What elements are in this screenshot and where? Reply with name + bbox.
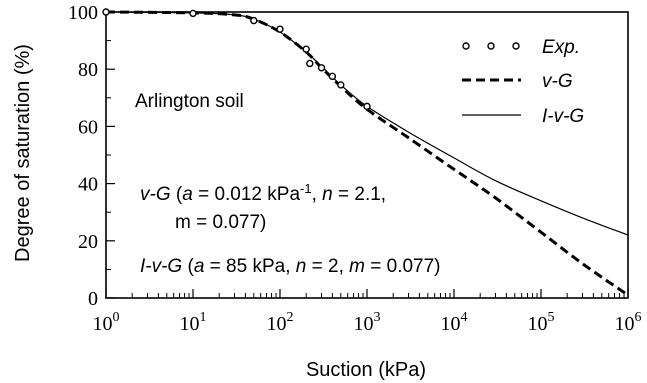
y-tick-label: 80: [78, 59, 98, 81]
exp-data-point: [363, 102, 371, 111]
ivg-annotation: I-v-G (a = 85 kPa, n = 2, m = 0.077): [140, 256, 441, 277]
ticks: 100 101 102 103 104 105 106 0 20 40 60 80 100: [68, 2, 642, 335]
exp-data-point: [337, 81, 345, 89]
legend-label-vg: v-G: [542, 71, 573, 92]
x-tick-label: 100: [93, 310, 120, 335]
exp-data-point: [102, 8, 110, 16]
y-tick-label: 40: [78, 174, 98, 196]
y-tick-label: 20: [78, 231, 98, 253]
y-tick-label: 60: [78, 116, 98, 138]
exp-data-point: [276, 25, 284, 33]
exp-data-point: [306, 59, 314, 68]
y-tick-label: 0: [88, 288, 98, 310]
legend-label-ivg: I-v-G: [542, 106, 584, 127]
legend-label-exp: Exp.: [542, 37, 580, 58]
x-tick-label: 101: [180, 310, 207, 335]
legend: Exp. v-G I-v-G: [462, 37, 584, 127]
y-axis-title: Degree of saturation (%): [12, 44, 34, 262]
legend-item-vg: v-G: [462, 71, 573, 92]
exp-data-point: [317, 64, 326, 72]
exp-data-point: [302, 45, 310, 53]
series: [102, 8, 629, 297]
y-tick-label: 100: [68, 2, 98, 24]
vg-annotation-line1: v-G (a = 0.012 kPa-1, n = 2.1,: [140, 181, 386, 206]
legend-item-ivg: I-v-G: [462, 106, 584, 127]
exp-data-point: [328, 72, 337, 81]
legend-item-exp: Exp.: [462, 37, 580, 58]
legend-marker-exp: [462, 42, 470, 50]
exp-data-point: [189, 9, 197, 18]
x-tick-label: 103: [354, 310, 381, 335]
legend-marker-exp: [487, 42, 495, 50]
exp-data-point: [250, 16, 258, 25]
x-tick-label: 106: [615, 310, 642, 335]
legend-marker-exp: [512, 42, 520, 50]
vg-annotation-line2: m = 0.077): [175, 212, 266, 233]
soil-label: Arlington soil: [135, 91, 244, 112]
x-axis-title: Suction (kPa): [306, 359, 426, 381]
x-tick-label: 104: [441, 310, 468, 335]
x-tick-label: 102: [267, 310, 294, 335]
x-tick-label: 105: [528, 310, 555, 335]
